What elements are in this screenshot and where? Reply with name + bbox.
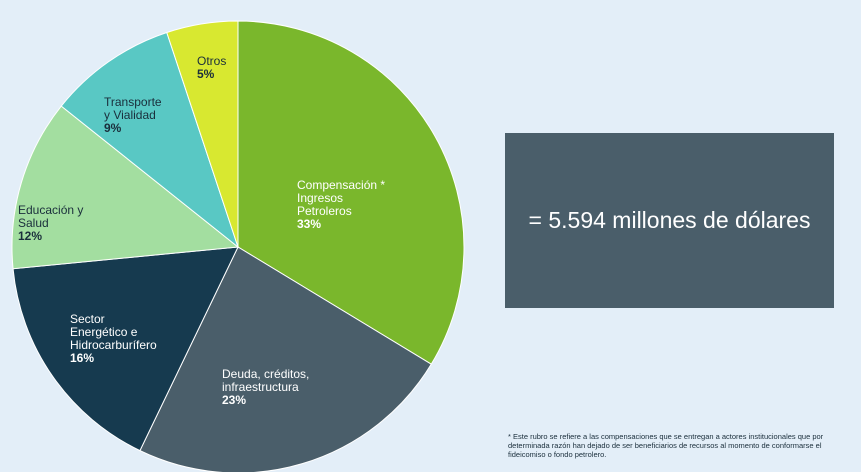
pie-slice-deuda (139, 246, 432, 472)
slice-label-otros: Otros 5% (197, 54, 227, 81)
pie-slice-compensacion (237, 20, 465, 365)
pie-slice-transporte (60, 31, 240, 249)
pie-slice-sector-energetico (12, 246, 239, 452)
slice-label-deuda: Deuda, créditos, infraestructura 23% (222, 367, 310, 407)
total-amount-text: = 5.594 millones de dólares (528, 207, 811, 233)
footnote: * Este rubro se refiere a las compensaci… (508, 432, 824, 459)
slice-label-transporte: Transporte y Vialidad 9% (104, 95, 162, 135)
pie-slice-otros (166, 20, 239, 248)
total-box: = 5.594 millones de dólares (505, 133, 834, 308)
slice-label-sector-energetico: Sector Energético e Hidrocarburífero 16% (70, 312, 157, 365)
pie-slice-educacion (11, 105, 240, 270)
slice-label-compensacion: Compensación * Ingresos Petroleros 33% (297, 178, 386, 231)
slice-label-educacion: Educación y Salud 12% (18, 203, 84, 243)
